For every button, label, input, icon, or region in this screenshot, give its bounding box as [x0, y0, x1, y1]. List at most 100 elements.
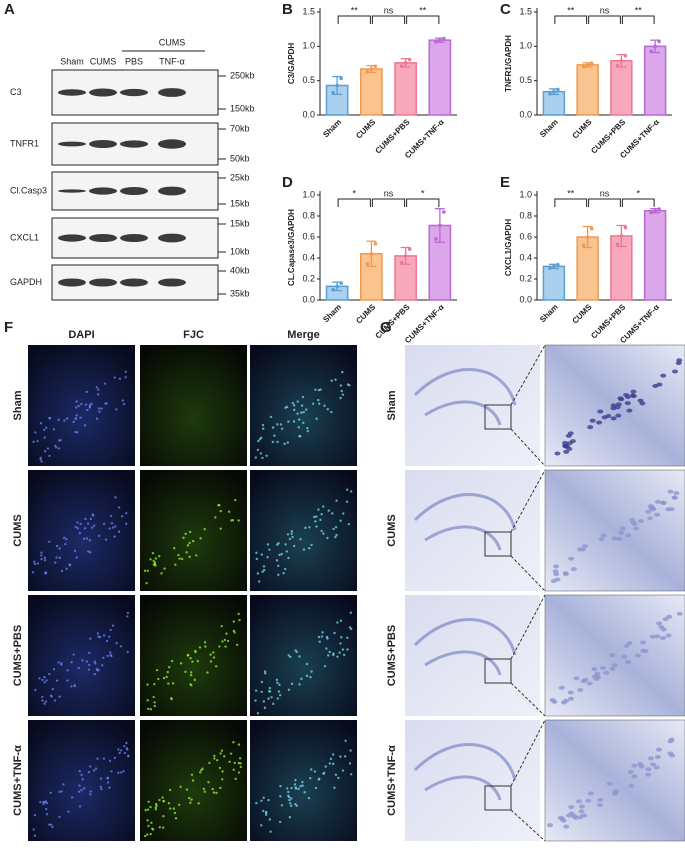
cell: [294, 786, 297, 789]
cell: [203, 641, 207, 644]
neuron: [625, 533, 632, 538]
cell: [233, 761, 236, 765]
cell: [147, 707, 150, 711]
sig-bracket: [588, 15, 621, 24]
data-point: [615, 63, 620, 68]
cell: [48, 416, 51, 420]
zoom-box: [484, 404, 512, 430]
cell: [275, 678, 279, 682]
cell: [279, 423, 283, 426]
neuron: [597, 409, 604, 414]
cell: [257, 580, 261, 583]
cell: [170, 659, 174, 663]
cell: [110, 522, 114, 525]
cell: [256, 712, 260, 715]
cell: [282, 571, 285, 575]
cell: [153, 704, 157, 708]
cell: [228, 760, 231, 763]
cell: [327, 654, 330, 657]
cell: [89, 790, 92, 793]
cell: [92, 524, 96, 527]
cell: [290, 797, 293, 800]
sig-bracket: [337, 198, 371, 207]
neuron: [645, 509, 652, 514]
cell: [268, 690, 272, 693]
cell: [177, 553, 180, 557]
cell: [55, 556, 58, 559]
data-point: [623, 54, 628, 58]
cell: [344, 739, 347, 742]
neuron: [672, 369, 679, 374]
cell: [276, 697, 280, 700]
x-tick-label: Sham: [538, 303, 560, 325]
cell: [146, 819, 149, 822]
marker-label: 250kb: [230, 70, 255, 80]
cell: [39, 422, 43, 425]
cell: [260, 553, 264, 556]
cell: [266, 543, 270, 546]
cell: [284, 543, 287, 546]
cell: [297, 787, 300, 791]
neuron: [554, 577, 561, 582]
cell: [57, 418, 60, 421]
cell: [341, 648, 345, 651]
cell: [82, 787, 86, 790]
neuron: [611, 536, 618, 541]
cell: [254, 456, 258, 459]
cell: [334, 378, 337, 381]
neuron: [650, 762, 657, 767]
cell: [38, 677, 41, 680]
cell: [346, 383, 350, 386]
cell: [143, 569, 147, 573]
cell: [195, 554, 198, 557]
cell: [63, 419, 66, 422]
cell: [285, 550, 289, 553]
data-point: [585, 235, 590, 239]
zoom-box: [484, 658, 512, 684]
cell: [349, 611, 353, 614]
cell: [204, 645, 207, 648]
cell: [260, 799, 263, 802]
cell: [232, 629, 236, 633]
cell: [337, 776, 340, 780]
data-point: [548, 266, 552, 270]
cell: [222, 755, 226, 758]
blot-band: [120, 88, 148, 97]
cell: [123, 745, 126, 748]
cell: [65, 567, 68, 571]
zoom-line: [510, 344, 546, 406]
data-point: [331, 287, 335, 292]
hippocampus: [413, 493, 517, 551]
cell: [218, 504, 221, 507]
neuron: [587, 791, 594, 796]
cell: [85, 390, 88, 394]
cell: [239, 762, 242, 765]
cell: [146, 569, 150, 573]
marker-label: 25kb: [230, 172, 250, 182]
neuron: [617, 396, 624, 401]
micrograph: [140, 470, 247, 591]
cell: [238, 757, 242, 760]
cell: [157, 677, 160, 681]
cell: [43, 559, 47, 562]
cell: [300, 677, 303, 681]
cell: [104, 402, 107, 405]
cell: [269, 830, 272, 833]
neuron: [645, 772, 652, 777]
cell: [40, 460, 43, 463]
row-label: TNFR1: [10, 138, 39, 148]
neuron: [635, 653, 642, 658]
data-point: [649, 49, 653, 54]
data-point: [657, 207, 661, 211]
cell: [160, 572, 163, 575]
cell: [304, 526, 307, 530]
overview-image: [405, 345, 540, 466]
cell: [36, 562, 40, 565]
neuron: [619, 526, 626, 531]
cell: [44, 800, 48, 803]
cell: [119, 645, 123, 648]
y-tick-label: 0.8: [519, 210, 532, 220]
neuron: [626, 641, 633, 646]
cell: [41, 699, 44, 702]
